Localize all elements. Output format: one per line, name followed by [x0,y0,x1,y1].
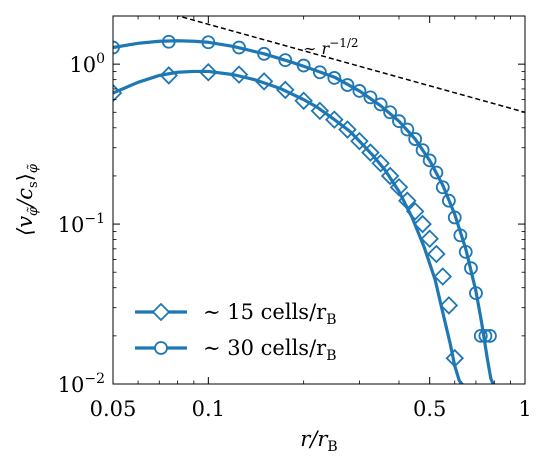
legend-label-2: ∼ 30 cells/rB [203,336,336,364]
data-point-circle [113,40,120,55]
data-point-diamond [420,229,439,248]
data-point-diamond [439,296,459,315]
data-point-circle [363,90,378,105]
data-point-circle [327,71,342,85]
data-point-diamond [325,110,344,129]
data-point-circle [441,193,456,208]
x-tick-label: 0.05 [90,397,137,421]
data-point-diamond [427,244,446,264]
data-point-circle [161,34,176,49]
data-point-circle [453,228,468,243]
data-point-circle [464,261,478,276]
data-point-circle [469,286,483,301]
data-point-circle [257,46,271,61]
axes-frame [112,15,526,385]
data-point-diamond [254,72,274,91]
data-point-diamond [371,153,390,173]
data-layer [113,16,525,384]
data-point-circle [373,97,388,112]
data-point-diamond [405,202,425,221]
data-point-diamond [361,143,380,162]
data-point-circle [415,143,430,158]
data-point-circle [435,180,450,195]
series-line-1 [113,69,464,384]
data-point-circle [296,58,311,73]
plot-area: 0.05 0.1 0.5 1 100 10−1 10−2 r/rB ⟨vφ̃/cs⟩φ̃ ∼ r−… [13,15,532,455]
data-point-circle [458,244,473,259]
data-point-diamond [199,62,218,82]
data-point-diamond [159,66,179,85]
data-point-circle [478,328,493,343]
series-line-2 [113,39,495,384]
data-point-diamond [229,65,249,84]
legend-marker-circle [154,341,168,355]
data-point-diamond [113,83,123,103]
data-point-circle [447,210,462,225]
data-point-circle [232,40,246,55]
data-point-circle [278,53,293,67]
y-tick-label: 10−1 [58,211,105,237]
data-point-diamond [398,191,417,210]
x-tick-label: 1 [518,397,531,421]
y-axis-label: ⟨vφ̃/cs⟩φ̃ [13,163,41,236]
data-point-diamond [433,267,453,286]
data-point-diamond [294,91,313,111]
data-point-circle [312,65,327,80]
x-tick-label: 0.5 [413,397,446,421]
x-axis-label: r/rB [300,427,337,455]
data-point-diamond [310,101,330,121]
data-point-circle [400,122,415,137]
data-point-diamond [338,120,357,139]
data-point-diamond [276,80,295,100]
legend-label-1: ∼ 15 cells/rB [203,300,336,328]
y-tick-label: 100 [69,51,105,77]
legend-marker-diamond [151,302,171,322]
data-point-diamond [413,214,432,234]
data-point-circle [408,132,423,146]
data-point-circle [422,153,437,168]
data-point-circle [392,114,406,129]
data-point-circle [201,35,216,50]
data-point-circle [340,78,355,92]
data-point-diamond [350,131,369,151]
data-point-circle [429,165,444,180]
reference-line-label: ∼ r−1/2 [303,36,359,58]
reference-line [175,16,525,114]
data-point-diamond [380,166,400,186]
data-point-circle [473,328,488,343]
x-tick-label: 0.1 [192,397,225,421]
data-point-circle [352,84,367,98]
data-point-diamond [389,177,409,197]
data-point-diamond [445,348,465,368]
data-point-circle [483,328,497,343]
data-point-circle [383,105,398,120]
y-tick-label: 10−2 [58,371,105,397]
